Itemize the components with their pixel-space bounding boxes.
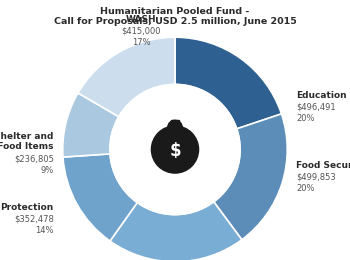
Wedge shape <box>63 154 137 241</box>
Text: $496,491: $496,491 <box>296 103 336 112</box>
Text: Protection: Protection <box>0 203 54 212</box>
Wedge shape <box>110 202 242 260</box>
Wedge shape <box>63 93 119 157</box>
Text: 20%: 20% <box>296 114 315 123</box>
Text: $: $ <box>169 142 181 160</box>
Text: $236,805: $236,805 <box>14 154 54 164</box>
Text: WASH: WASH <box>126 15 157 24</box>
Text: 9%: 9% <box>41 166 54 175</box>
Text: Education: Education <box>296 91 347 100</box>
Circle shape <box>168 120 182 135</box>
Text: $352,478: $352,478 <box>14 215 54 224</box>
Circle shape <box>152 126 198 173</box>
Text: $415,000: $415,000 <box>121 26 161 35</box>
Bar <box>171 120 179 131</box>
Text: Humanitarian Pooled Fund -
Call for Proposals, USD 2.5 million, June 2015: Humanitarian Pooled Fund - Call for Prop… <box>54 6 296 26</box>
Text: 20%: 20% <box>296 184 315 193</box>
Wedge shape <box>78 37 175 117</box>
Text: 17%: 17% <box>132 38 150 47</box>
Wedge shape <box>214 114 287 240</box>
Text: $499,853: $499,853 <box>296 172 336 181</box>
Text: 14%: 14% <box>35 226 54 235</box>
Circle shape <box>110 84 240 214</box>
Text: Food Security: Food Security <box>296 161 350 170</box>
Text: Shelter and
Non Food Items: Shelter and Non Food Items <box>0 132 54 151</box>
Wedge shape <box>175 37 281 129</box>
